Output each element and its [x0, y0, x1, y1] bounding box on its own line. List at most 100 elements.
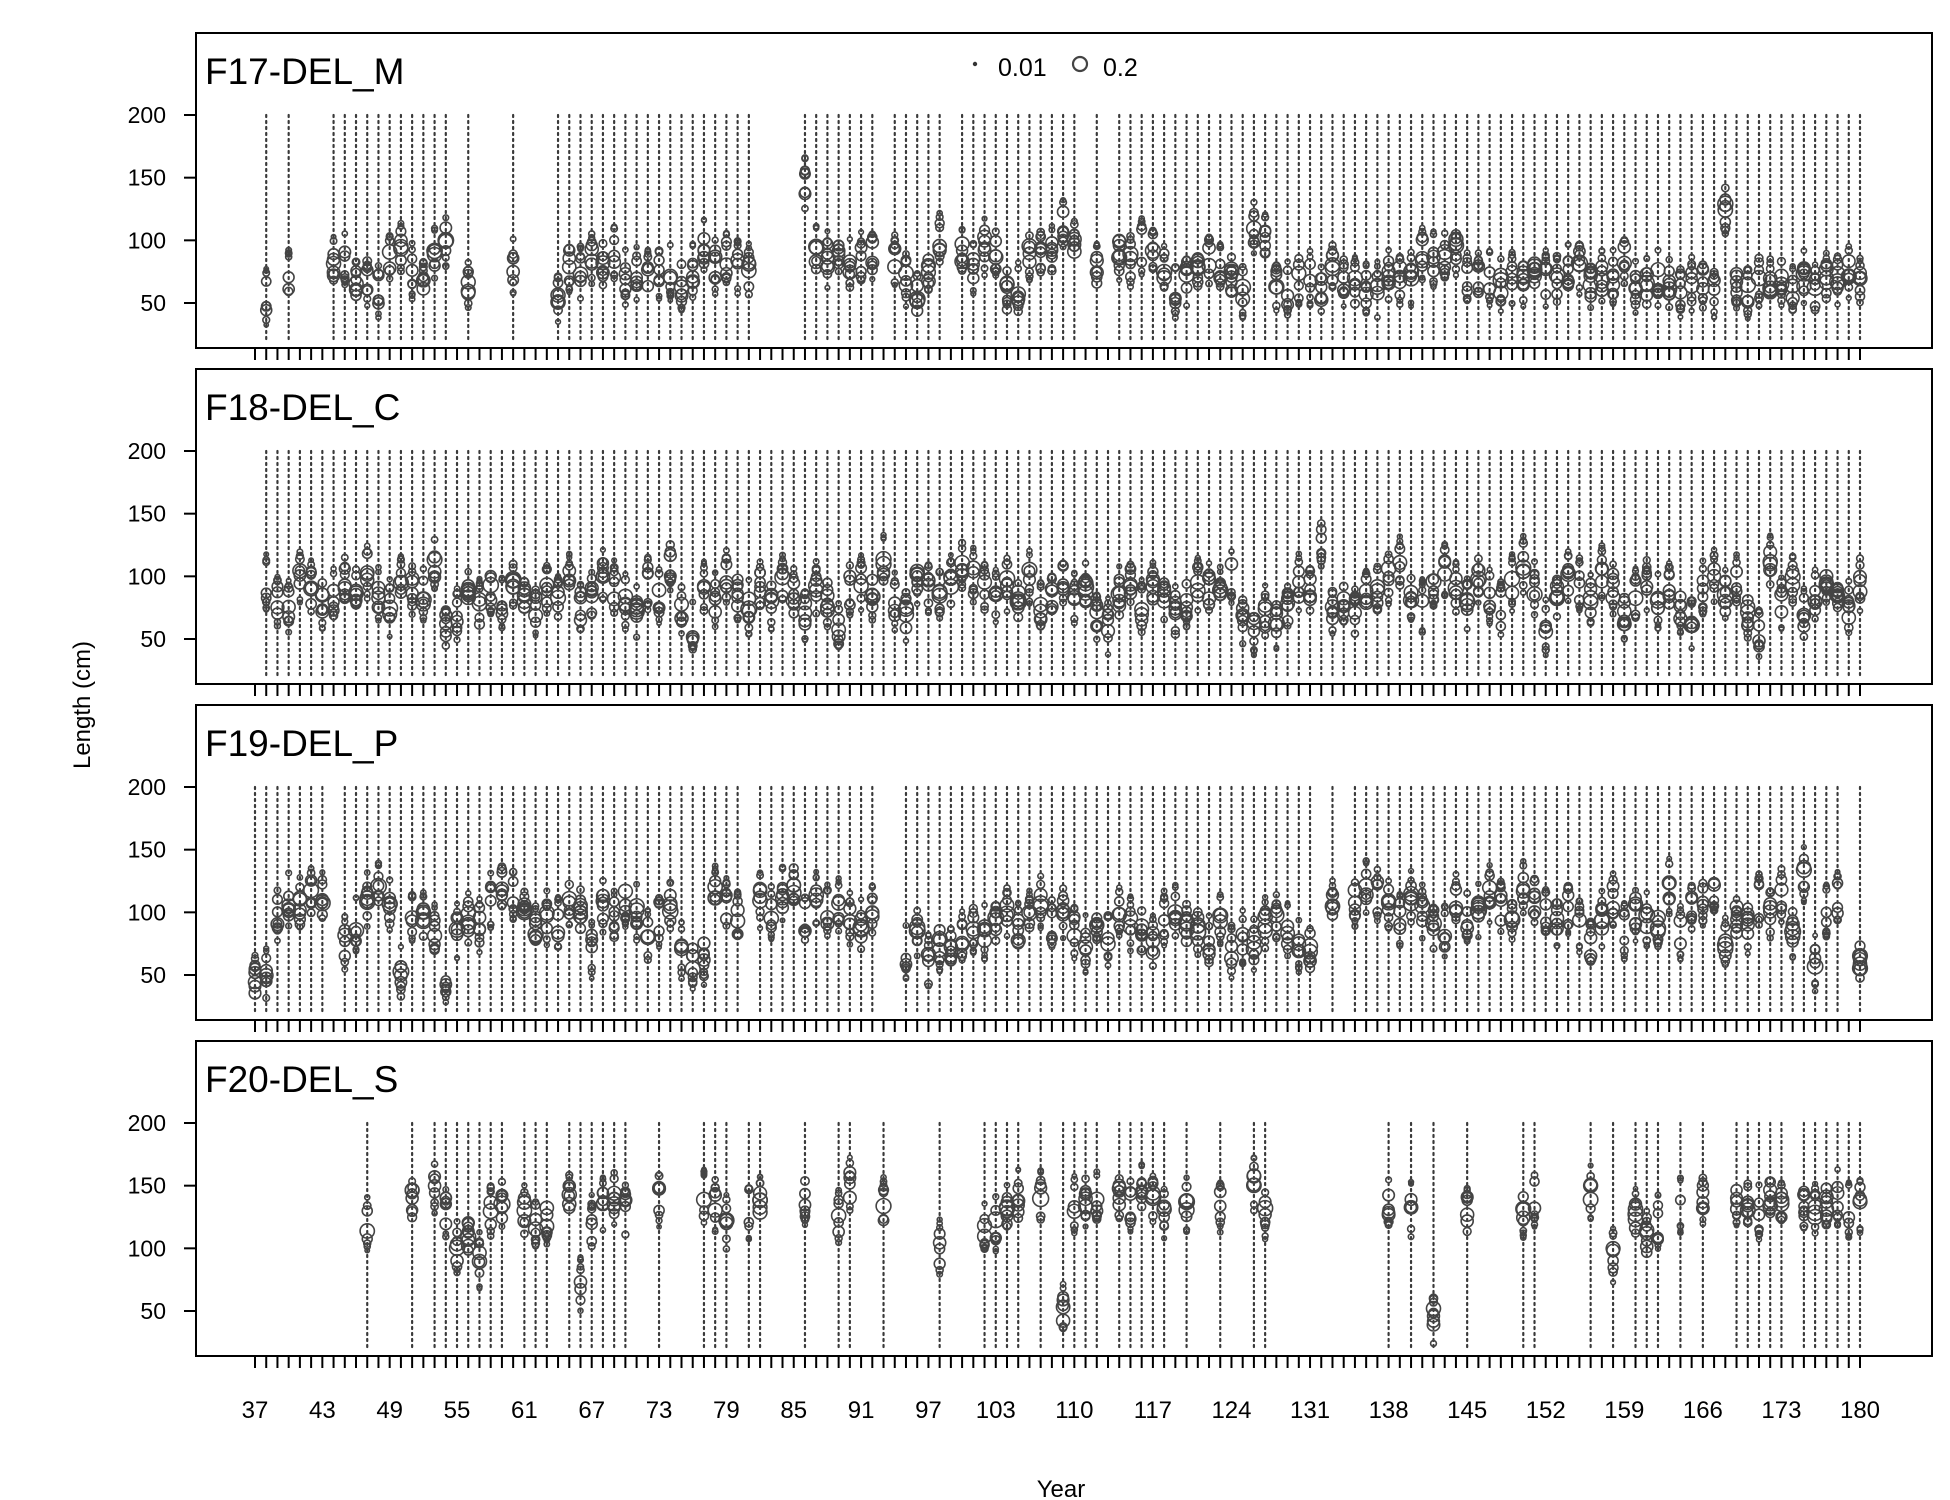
- proportion-bubble: [1001, 296, 1013, 307]
- proportion-bubble: [584, 253, 600, 269]
- proportion-bubble: [621, 301, 629, 309]
- proportion-bubble: [1090, 250, 1104, 264]
- proportion-bubble: [987, 249, 1004, 265]
- proportion-bubble: [1238, 311, 1247, 320]
- year-series-152: [1538, 113, 1554, 342]
- proportion-bubble: [734, 290, 742, 297]
- proportion-bubble: [954, 236, 970, 252]
- proportion-bubble: [351, 257, 361, 267]
- proportion-bubble: [969, 239, 978, 248]
- year-series-52: [415, 113, 431, 342]
- proportion-bubble: [1234, 278, 1252, 296]
- panel-title: F17-DEL_M: [205, 51, 404, 92]
- proportion-bubble: [1159, 281, 1169, 291]
- proportion-bubble: [1090, 271, 1103, 283]
- proportion-bubble: [1473, 255, 1483, 265]
- proportion-bubble: [1202, 240, 1216, 255]
- year-series-53: [426, 113, 443, 342]
- proportion-bubble: [1405, 262, 1417, 273]
- proportion-bubble: [1348, 277, 1362, 291]
- proportion-bubble: [340, 275, 350, 284]
- proportion-bubble: [1486, 247, 1494, 255]
- proportion-bubble: [1395, 252, 1404, 262]
- proportion-bubble: [1609, 246, 1617, 254]
- proportion-bubble: [563, 275, 575, 287]
- proportion-bubble: [416, 281, 431, 296]
- proportion-bubble: [1091, 266, 1103, 278]
- proportion-bubble: [1283, 299, 1293, 310]
- year-series-156: [1582, 113, 1599, 342]
- proportion-bubble: [811, 255, 822, 267]
- proportion-bubble: [932, 243, 947, 258]
- year-series-151: [1526, 113, 1543, 342]
- proportion-bubble: [989, 234, 1003, 248]
- proportion-bubble: [921, 259, 936, 274]
- proportion-bubble: [1281, 297, 1295, 312]
- proportion-bubble: [1447, 237, 1465, 254]
- proportion-bubble: [833, 259, 844, 270]
- proportion-bubble: [284, 253, 293, 261]
- proportion-bubble: [1122, 245, 1139, 263]
- year-series-86: [798, 113, 812, 342]
- proportion-bubble: [674, 288, 689, 303]
- proportion-bubble: [1541, 253, 1551, 262]
- proportion-bubble: [1066, 231, 1082, 247]
- proportion-bubble: [1395, 254, 1405, 265]
- proportion-bubble: [507, 252, 519, 263]
- proportion-bubble: [1439, 264, 1451, 276]
- proportion-bubble: [991, 227, 1000, 236]
- proportion-bubble: [666, 292, 675, 300]
- y-tick-label: 100: [128, 899, 166, 925]
- proportion-bubble: [1449, 252, 1463, 266]
- proportion-bubble: [1002, 299, 1012, 309]
- proportion-bubble: [1270, 268, 1283, 281]
- proportion-bubble: [1471, 259, 1486, 273]
- proportion-bubble: [440, 245, 452, 257]
- proportion-bubble: [1551, 263, 1563, 274]
- proportion-bubble: [619, 262, 632, 274]
- proportion-bubble: [394, 254, 407, 267]
- proportion-bubble: [396, 267, 405, 276]
- proportion-bubble: [1183, 302, 1191, 310]
- proportion-bubble: [362, 261, 373, 272]
- proportion-bubble: [1271, 262, 1282, 273]
- year-series-60: [506, 113, 521, 342]
- proportion-bubble: [1179, 260, 1194, 275]
- proportion-bubble: [707, 249, 723, 265]
- proportion-bubble: [1450, 232, 1462, 245]
- proportion-bubble: [621, 246, 629, 254]
- y-tick-label: 200: [128, 102, 166, 128]
- proportion-bubble: [1147, 241, 1159, 253]
- proportion-bubble: [1384, 295, 1393, 304]
- proportion-bubble: [364, 302, 371, 309]
- proportion-bubble: [1362, 262, 1370, 270]
- year-series-148: [1492, 113, 1510, 342]
- proportion-bubble: [1035, 230, 1046, 241]
- y-tick-label: 200: [128, 1110, 166, 1136]
- proportion-bubble: [911, 291, 923, 304]
- proportion-bubble: [1552, 297, 1562, 306]
- proportion-bubble: [867, 233, 878, 244]
- year-series-100: [954, 113, 970, 342]
- year-series-103: [987, 113, 1004, 342]
- proportion-bubble: [1205, 233, 1213, 242]
- proportion-bubble: [665, 287, 675, 297]
- proportion-bubble: [955, 244, 969, 257]
- proportion-bubble: [1616, 255, 1632, 271]
- proportion-bubble: [700, 217, 708, 224]
- proportion-bubble: [1239, 314, 1247, 322]
- proportion-bubble: [721, 271, 732, 283]
- year-series-141: [1414, 113, 1430, 342]
- proportion-bubble: [1250, 198, 1258, 207]
- proportion-bubble: [1360, 269, 1372, 281]
- y-tick-label: 200: [128, 774, 166, 800]
- year-series-109: [1056, 113, 1070, 342]
- proportion-bubble: [867, 260, 878, 271]
- proportion-bubble: [1430, 228, 1437, 235]
- proportion-bubble: [834, 257, 843, 267]
- proportion-bubble: [1419, 274, 1426, 281]
- proportion-bubble: [824, 284, 831, 291]
- proportion-bubble: [1641, 299, 1652, 310]
- proportion-bubble: [1093, 240, 1100, 247]
- proportion-bubble: [1069, 219, 1079, 229]
